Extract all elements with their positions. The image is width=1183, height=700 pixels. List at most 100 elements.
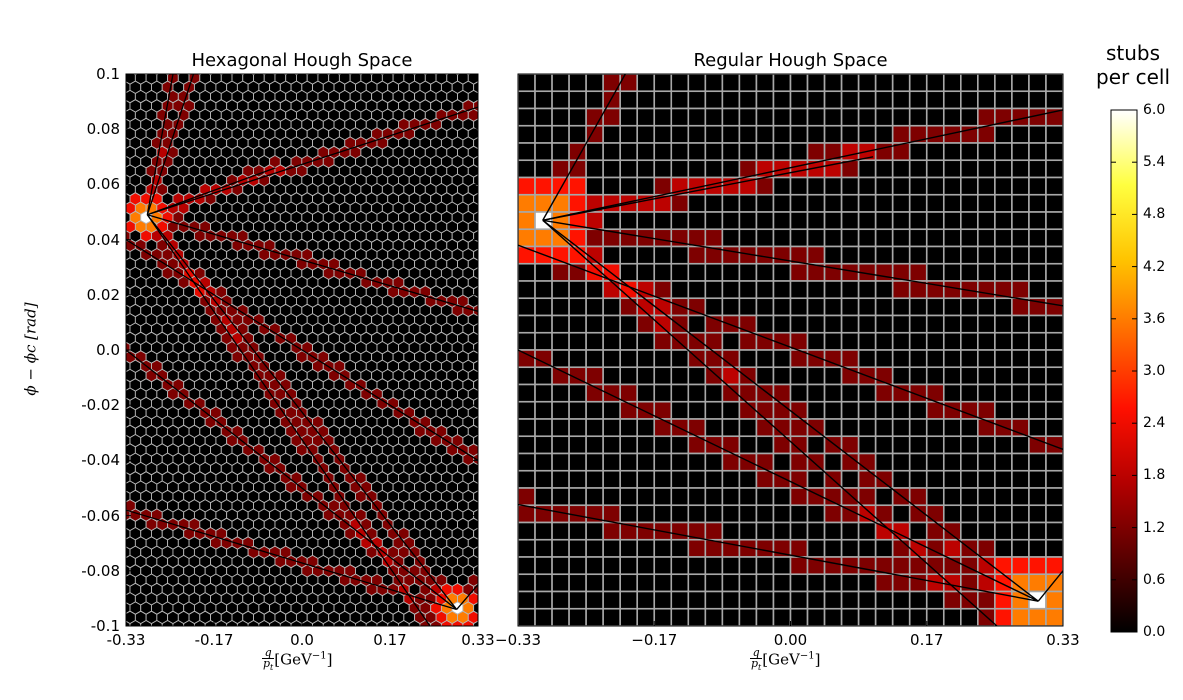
square-cell — [585, 90, 604, 110]
square-cell — [602, 435, 621, 455]
square-cell — [789, 504, 809, 524]
square-cell — [534, 331, 553, 351]
square-cell — [960, 262, 979, 282]
square-cell — [806, 245, 826, 265]
square-cell — [977, 400, 996, 420]
square-cell — [585, 418, 604, 438]
square-cell — [551, 107, 570, 127]
hex-cell — [484, 323, 495, 335]
square-cell — [960, 469, 979, 489]
square-cell — [1011, 297, 1030, 317]
hex-cell — [484, 304, 495, 316]
hex-cell — [484, 342, 495, 354]
square-cell — [602, 107, 621, 127]
colorbar-title-line1: stubs — [1105, 41, 1161, 65]
square-cell — [840, 193, 860, 213]
square-cell — [789, 159, 809, 179]
square-cell — [568, 400, 587, 420]
square-cell — [994, 521, 1013, 541]
square-cell — [1028, 74, 1047, 93]
square-cell — [960, 487, 979, 507]
square-cell — [994, 74, 1013, 93]
colorbar — [1110, 109, 1138, 633]
square-cell — [908, 469, 928, 489]
hex-cell — [479, 276, 490, 288]
hex-cell — [114, 332, 125, 344]
square-cell — [551, 280, 570, 300]
square-cell — [994, 211, 1013, 231]
hex-cell — [247, 619, 260, 626]
square-cell — [619, 107, 639, 127]
square-cell — [891, 280, 911, 300]
square-cell — [857, 590, 877, 610]
square-cell — [994, 487, 1013, 507]
square-cell — [755, 504, 775, 524]
square-cell — [636, 262, 656, 282]
square-cell — [721, 245, 741, 265]
square-cell — [602, 538, 621, 558]
hex-cell — [479, 518, 490, 530]
square-cell — [960, 349, 979, 369]
square-cell — [823, 228, 843, 248]
square-cell — [925, 469, 945, 489]
square-cell — [704, 469, 724, 489]
square-cell — [840, 573, 860, 593]
square-cell — [518, 90, 536, 110]
hex-cell — [183, 619, 195, 626]
square-cell — [568, 176, 587, 196]
square-cell — [670, 193, 690, 213]
square-cell — [534, 435, 553, 455]
square-cell — [772, 176, 792, 196]
square-cell — [891, 159, 911, 179]
square-cell — [772, 573, 792, 593]
square-cell — [738, 90, 758, 110]
square-cell — [874, 314, 894, 334]
square-cell — [551, 262, 570, 282]
square-cell — [518, 314, 536, 334]
square-cell — [960, 435, 979, 455]
square-cell — [789, 487, 809, 507]
square-cell — [534, 538, 553, 558]
square-cell — [1045, 469, 1063, 489]
square-cell — [602, 366, 621, 386]
square-cell — [823, 573, 843, 593]
square-cell — [994, 504, 1013, 524]
square-cell — [1011, 504, 1030, 524]
square-cell — [670, 521, 690, 541]
square-cell — [874, 435, 894, 455]
hex-cell — [479, 388, 490, 400]
square-cell — [874, 262, 894, 282]
square-cell — [942, 349, 962, 369]
square-cell — [687, 452, 707, 472]
square-cell — [925, 297, 945, 317]
square-cell — [568, 74, 587, 93]
hex-cell — [484, 565, 495, 577]
square-cell — [619, 400, 639, 420]
square-cell — [704, 211, 724, 231]
hex-cell — [484, 546, 495, 558]
square-cell — [568, 590, 587, 610]
square-cell — [738, 314, 758, 334]
square-cell — [653, 418, 673, 438]
square-cell — [585, 366, 604, 386]
square-cell — [551, 193, 570, 213]
square-cell — [721, 521, 741, 541]
square-cell — [568, 297, 587, 317]
hex-cell — [484, 472, 495, 484]
hex-cell — [286, 630, 297, 642]
hex-y-tick-label: 0.08 — [86, 120, 120, 139]
square-cell — [518, 228, 536, 248]
square-cell — [534, 124, 553, 144]
square-cell — [755, 176, 775, 196]
square-cell — [772, 349, 792, 369]
square-cell — [1045, 124, 1063, 144]
square-cell — [568, 193, 587, 213]
square-cell — [602, 418, 621, 438]
square-cell — [755, 487, 775, 507]
square-cell — [925, 314, 945, 334]
square-cell — [585, 211, 604, 231]
hex-cell — [339, 630, 350, 642]
square-cell — [518, 400, 536, 420]
square-cell — [908, 74, 928, 93]
square-cell — [994, 228, 1013, 248]
